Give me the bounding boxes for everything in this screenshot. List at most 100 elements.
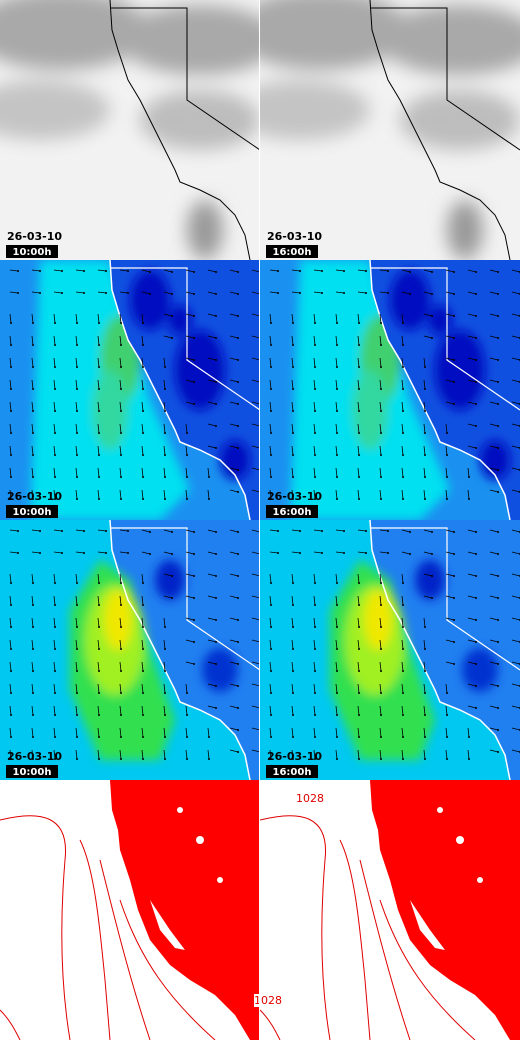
wind-arrow xyxy=(269,445,272,456)
wind-arrow xyxy=(423,401,426,412)
wind-arrow-head xyxy=(402,454,404,456)
wind-arrow-head xyxy=(292,604,294,606)
wind-arrow xyxy=(511,291,520,295)
wind-arrow xyxy=(401,529,411,533)
wind-arrow xyxy=(141,313,144,324)
wind-arrow xyxy=(75,551,85,554)
wind-arrow-head xyxy=(142,692,144,694)
wind-arrow xyxy=(401,749,404,760)
wind-arrow xyxy=(291,705,294,716)
wind-arrow-head xyxy=(402,582,404,584)
wind-arrow-head xyxy=(402,410,404,412)
wind-arrow xyxy=(269,661,272,672)
map-panel: 26-03-10 16:00h xyxy=(230,0,520,260)
wind-arrow xyxy=(251,573,261,577)
wind-arrow xyxy=(269,357,272,368)
time-label: 16:00h xyxy=(273,507,312,518)
wind-arrow xyxy=(489,467,499,471)
wind-arrow-head xyxy=(497,663,499,665)
wind-arrow xyxy=(291,379,294,390)
wind-arrow xyxy=(511,661,520,665)
wind-arrow-head xyxy=(292,454,294,456)
wind-arrow-head xyxy=(215,575,217,577)
wind-arrow xyxy=(53,379,56,390)
wind-arrow xyxy=(269,269,279,272)
wind-arrow xyxy=(313,639,316,650)
wind-arrow xyxy=(97,661,100,672)
wind-arrow xyxy=(489,335,499,339)
wind-arrow-head xyxy=(105,530,107,532)
wind-arrow-head xyxy=(475,315,477,317)
wind-arrow xyxy=(511,639,520,643)
wind-arrow-head xyxy=(314,410,316,412)
wind-arrow xyxy=(207,445,217,449)
wind-arrow xyxy=(379,445,382,456)
wind-arrow xyxy=(467,401,477,405)
wind-arrow xyxy=(229,749,239,753)
wind-arrow xyxy=(75,529,85,532)
wind-arrow xyxy=(97,401,100,412)
map-panel: 26-03-10 10:00h xyxy=(0,0,280,260)
wind-arrow-head xyxy=(431,531,433,533)
wind-arrow xyxy=(291,401,294,412)
wind-arrow-head xyxy=(431,315,433,317)
wind-arrow-head xyxy=(10,758,12,760)
wind-arrow xyxy=(53,595,56,606)
wind-arrow xyxy=(141,639,144,650)
wind-arrow xyxy=(163,617,166,628)
wind-arrow-head xyxy=(343,292,345,294)
wind-arrow xyxy=(357,749,360,760)
wind-arrow-head xyxy=(237,751,239,753)
wind-arrow xyxy=(401,467,404,478)
wind-arrow xyxy=(31,379,34,390)
time-box xyxy=(266,245,318,258)
wind-arrow xyxy=(31,749,34,760)
wind-arrow xyxy=(379,639,382,650)
wind-arrow-head xyxy=(314,670,316,672)
wind-arrow xyxy=(357,595,360,606)
wind-arrow-head xyxy=(10,648,12,650)
wind-arrow xyxy=(119,445,122,456)
wind-arrow xyxy=(269,467,272,478)
wind-arrow xyxy=(467,489,470,500)
wind-arrow xyxy=(445,661,455,665)
wind-arrow xyxy=(119,313,122,324)
wind-arrow xyxy=(445,617,455,621)
wind-arrow xyxy=(119,401,122,412)
wind-arrow xyxy=(229,379,239,383)
wind-arrow-head xyxy=(164,648,166,650)
wind-arrow-head xyxy=(10,736,12,738)
wind-arrow-head xyxy=(237,293,239,295)
wind-arrow-head xyxy=(142,366,144,368)
wind-arrow xyxy=(229,313,239,317)
wind-arrow-head xyxy=(39,530,41,532)
wind-arrow xyxy=(269,683,272,694)
date-label: 26-03-10 xyxy=(7,750,62,763)
wind-arrow-head xyxy=(10,604,12,606)
wind-arrow-head xyxy=(380,366,382,368)
wind-arrow-head xyxy=(314,692,316,694)
wind-arrow-head xyxy=(358,736,360,738)
wind-arrow xyxy=(251,423,261,427)
wind-arrow-head xyxy=(10,454,12,456)
wind-arrow xyxy=(511,705,520,709)
wind-arrow xyxy=(445,357,455,361)
wind-arrow xyxy=(357,489,360,500)
wind-arrow xyxy=(229,551,239,555)
map-background xyxy=(0,0,280,260)
wind-arrow xyxy=(97,551,107,554)
wind-arrow-head xyxy=(105,552,107,554)
wind-arrow xyxy=(269,727,272,738)
wind-arrow-head xyxy=(292,692,294,694)
wind-arrow-head xyxy=(453,531,455,533)
wind-arrow-head xyxy=(497,707,499,709)
wind-arrow xyxy=(97,727,100,738)
wind-arrow xyxy=(75,379,78,390)
wind-arrow-head xyxy=(270,366,272,368)
wind-arrow-head xyxy=(358,626,360,628)
wind-arrow-head xyxy=(446,692,448,694)
wind-arrow-head xyxy=(292,736,294,738)
wind-arrow xyxy=(9,705,12,716)
wind-arrow xyxy=(9,445,12,456)
wind-arrow xyxy=(489,489,499,493)
